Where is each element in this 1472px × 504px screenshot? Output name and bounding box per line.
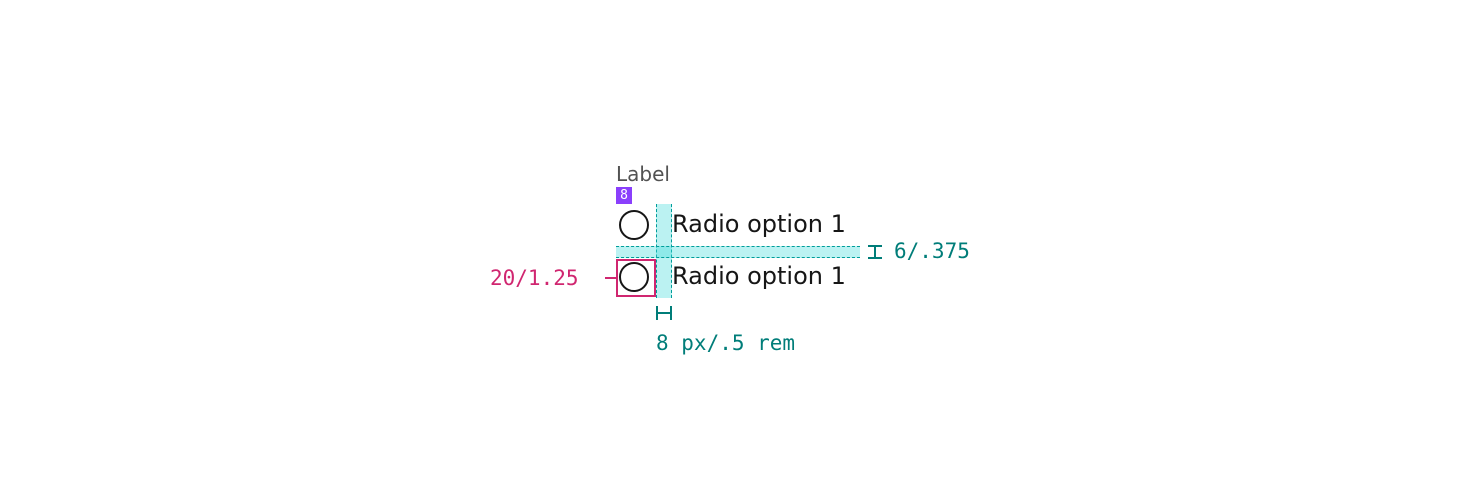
horizontal-gap-spacer: [656, 204, 672, 298]
radio-size-highlight: [616, 259, 656, 297]
spacing-badge: 8: [616, 187, 632, 204]
radio-option-label-1: Radio option 1: [672, 210, 846, 238]
group-label: Label: [616, 162, 670, 186]
vertical-spacing-annotation: 6/.375: [894, 239, 970, 263]
radio-button-1[interactable]: [619, 210, 649, 240]
radio-option-label-2: Radio option 1: [672, 262, 846, 290]
radio-size-annotation: 20/1.25: [490, 266, 579, 290]
radio-button-2[interactable]: [619, 262, 649, 292]
horizontal-spacing-annotation: 8 px/.5 rem: [656, 331, 796, 355]
vertical-gap-spacer: [616, 246, 860, 258]
